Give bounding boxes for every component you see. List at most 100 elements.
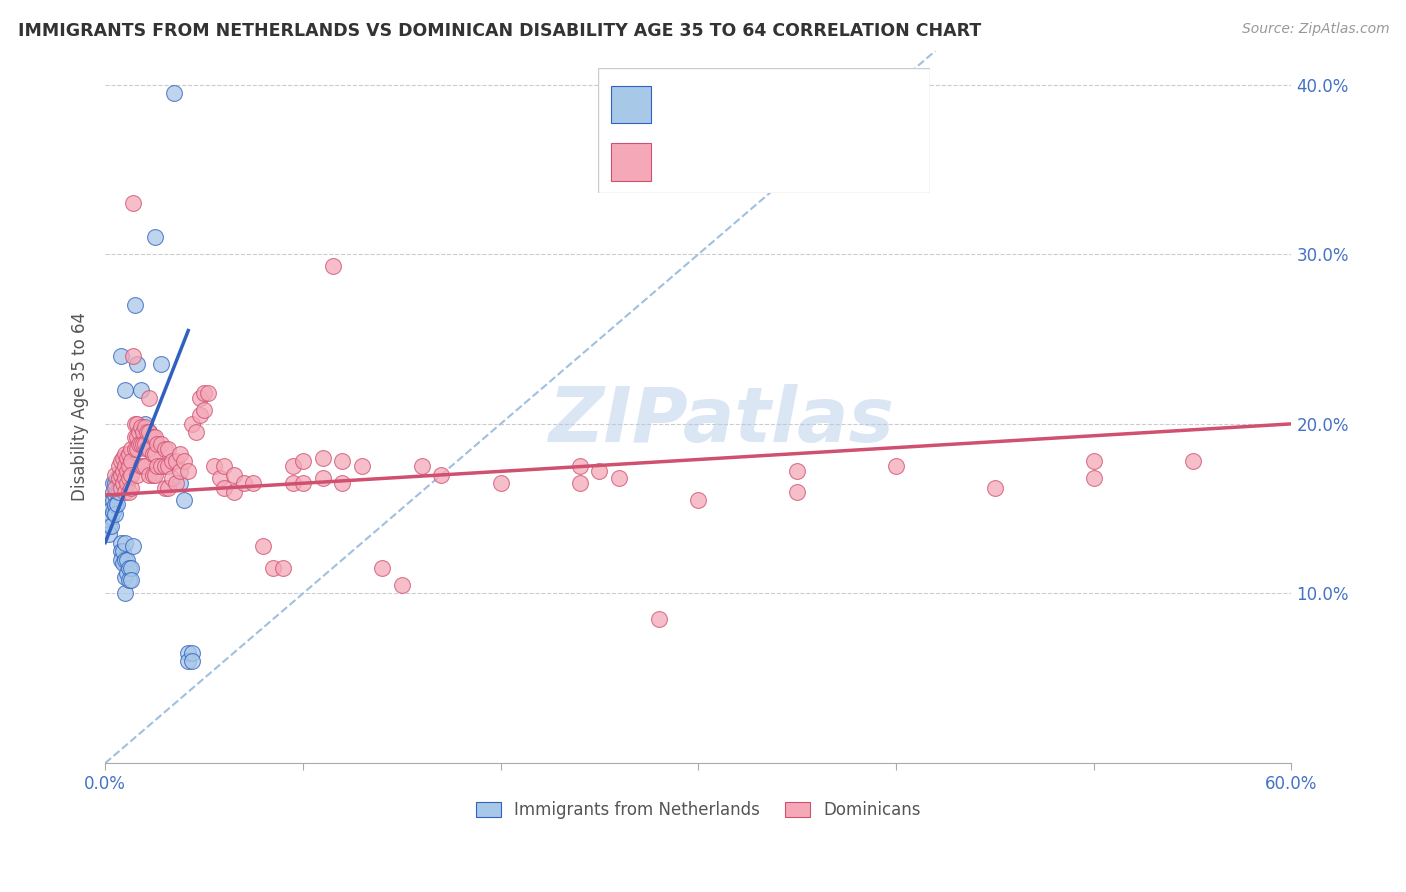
- Point: [149, 459, 172, 474]
- Point: [242, 476, 264, 491]
- Point: [149, 358, 172, 372]
- Point: [138, 425, 160, 440]
- Point: [208, 471, 231, 485]
- Point: [202, 459, 225, 474]
- Point: [114, 459, 136, 474]
- Point: [111, 464, 134, 478]
- Point: [114, 569, 136, 583]
- Point: [162, 471, 184, 485]
- Point: [153, 459, 176, 474]
- Point: [186, 425, 208, 440]
- Point: [125, 358, 148, 372]
- Point: [688, 493, 710, 508]
- Point: [132, 459, 155, 474]
- Point: [291, 476, 314, 491]
- Point: [120, 454, 142, 468]
- Point: [114, 552, 136, 566]
- Point: [232, 476, 254, 491]
- Point: [568, 459, 591, 474]
- Point: [108, 471, 131, 485]
- Point: [120, 467, 142, 482]
- Point: [105, 484, 128, 499]
- Point: [120, 481, 142, 495]
- Point: [984, 481, 1007, 495]
- Legend: Immigrants from Netherlands, Dominicans: Immigrants from Netherlands, Dominicans: [470, 795, 928, 826]
- Point: [125, 430, 148, 444]
- Point: [132, 437, 155, 451]
- Point: [101, 476, 124, 491]
- Point: [391, 578, 413, 592]
- Point: [124, 442, 146, 457]
- Point: [134, 437, 156, 451]
- Point: [489, 476, 512, 491]
- Point: [181, 417, 204, 431]
- Point: [129, 459, 152, 474]
- Point: [143, 430, 166, 444]
- Point: [118, 447, 141, 461]
- Point: [110, 552, 132, 566]
- Point: [786, 464, 808, 478]
- Point: [271, 561, 294, 575]
- Point: [262, 561, 284, 575]
- Point: [1083, 454, 1105, 468]
- Point: [222, 484, 245, 499]
- Point: [884, 459, 907, 474]
- Point: [411, 459, 433, 474]
- Point: [120, 573, 142, 587]
- Point: [125, 417, 148, 431]
- Point: [143, 447, 166, 461]
- Point: [193, 403, 215, 417]
- Point: [122, 349, 145, 363]
- Point: [165, 476, 187, 491]
- Point: [173, 493, 195, 508]
- Text: IMMIGRANTS FROM NETHERLANDS VS DOMINICAN DISABILITY AGE 35 TO 64 CORRELATION CHA: IMMIGRANTS FROM NETHERLANDS VS DOMINICAN…: [18, 22, 981, 40]
- Point: [281, 476, 304, 491]
- Point: [114, 586, 136, 600]
- Point: [104, 507, 127, 521]
- Point: [165, 454, 187, 468]
- Point: [111, 556, 134, 570]
- Point: [588, 464, 610, 478]
- Point: [371, 561, 394, 575]
- Point: [122, 539, 145, 553]
- Point: [252, 539, 274, 553]
- Point: [98, 518, 121, 533]
- Point: [145, 459, 167, 474]
- Point: [188, 392, 211, 406]
- Point: [142, 467, 165, 482]
- Point: [169, 464, 191, 478]
- Point: [212, 459, 235, 474]
- Point: [169, 447, 191, 461]
- Point: [1181, 454, 1204, 468]
- Point: [129, 383, 152, 397]
- Point: [110, 535, 132, 549]
- Point: [312, 471, 335, 485]
- Point: [115, 566, 138, 581]
- Point: [115, 476, 138, 491]
- Point: [114, 471, 136, 485]
- Point: [124, 430, 146, 444]
- Point: [177, 654, 200, 668]
- Point: [193, 386, 215, 401]
- Point: [786, 484, 808, 499]
- Point: [114, 383, 136, 397]
- Point: [110, 349, 132, 363]
- Point: [110, 544, 132, 558]
- Point: [114, 535, 136, 549]
- Point: [138, 467, 160, 482]
- Point: [153, 442, 176, 457]
- Point: [108, 484, 131, 499]
- Y-axis label: Disability Age 35 to 64: Disability Age 35 to 64: [72, 312, 89, 501]
- Point: [108, 471, 131, 485]
- Point: [332, 454, 354, 468]
- Point: [352, 459, 374, 474]
- Point: [125, 442, 148, 457]
- Point: [332, 476, 354, 491]
- Point: [118, 484, 141, 499]
- Point: [110, 454, 132, 468]
- Point: [177, 646, 200, 660]
- Point: [222, 467, 245, 482]
- Point: [110, 481, 132, 495]
- Point: [124, 417, 146, 431]
- Point: [100, 501, 122, 516]
